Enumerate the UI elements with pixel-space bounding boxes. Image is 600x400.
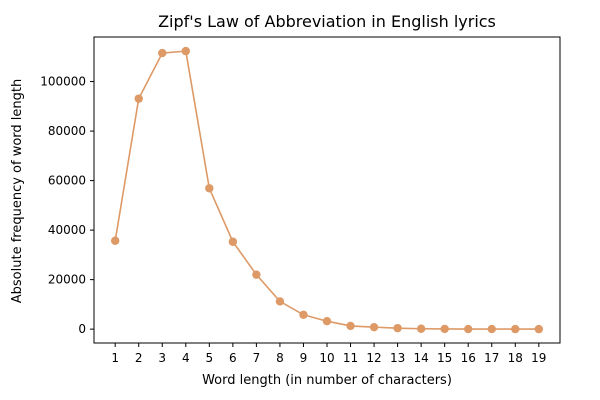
y-tick-label: 80000 — [48, 124, 86, 138]
data-point — [416, 324, 426, 333]
x-tick-label: 7 — [253, 351, 261, 365]
x-tick-label: 14 — [414, 351, 429, 365]
plot-frame — [93, 36, 561, 344]
x-tick-label: 2 — [135, 351, 143, 365]
data-point — [158, 48, 167, 58]
x-tick-label: 18 — [508, 351, 523, 365]
data-point — [252, 270, 261, 279]
data-point — [440, 324, 449, 334]
x-axis-label: Word length (in number of characters) — [202, 373, 452, 388]
y-tick-label: 20000 — [48, 273, 86, 287]
series-line — [114, 50, 539, 330]
x-tick-label: 1 — [111, 351, 119, 365]
x-tick-label: 10 — [319, 351, 334, 365]
data-point — [181, 46, 190, 56]
y-tick-label: 60000 — [48, 174, 86, 188]
x-tick-label: 13 — [390, 351, 405, 365]
y-tick-label: 100000 — [40, 75, 86, 89]
data-point — [534, 324, 544, 334]
data-point — [228, 237, 238, 246]
x-tick-label: 11 — [343, 351, 358, 365]
data-point — [369, 322, 379, 332]
x-tick-label: 17 — [484, 351, 499, 365]
x-tick-label: 8 — [276, 351, 284, 365]
y-axis-ticks: 0 20000 40000 60000 80000 100000 — [40, 75, 94, 336]
x-axis-ticks: 1 2 3 4 5 6 7 8 9 10 11 12 13 14 15 16 17 18 19 — [111, 343, 546, 365]
data-point — [464, 324, 473, 334]
x-tick-label: 3 — [158, 351, 166, 365]
data-point — [205, 184, 214, 193]
data-point — [299, 310, 308, 319]
data-point — [393, 323, 402, 333]
y-tick-label: 40000 — [48, 223, 86, 237]
data-point — [322, 317, 332, 326]
x-tick-label: 15 — [437, 351, 452, 365]
plot-area — [93, 36, 561, 344]
y-tick-label: 0 — [78, 322, 86, 336]
x-tick-label: 6 — [229, 351, 237, 365]
data-point — [275, 297, 285, 306]
x-tick-label: 12 — [366, 351, 381, 365]
y-axis-label: Absolute frequency of word length — [10, 79, 25, 303]
data-point — [134, 94, 143, 103]
x-tick-label: 16 — [461, 351, 476, 365]
x-tick-label: 9 — [300, 351, 308, 365]
chart-title: Zipf's Law of Abbreviation in English ly… — [158, 12, 496, 31]
x-tick-label: 4 — [182, 351, 190, 365]
data-point — [110, 236, 120, 245]
data-point — [511, 324, 520, 334]
data-point — [346, 321, 355, 331]
data-point — [487, 324, 496, 334]
x-tick-label: 19 — [531, 351, 546, 365]
x-tick-label: 5 — [206, 351, 214, 365]
